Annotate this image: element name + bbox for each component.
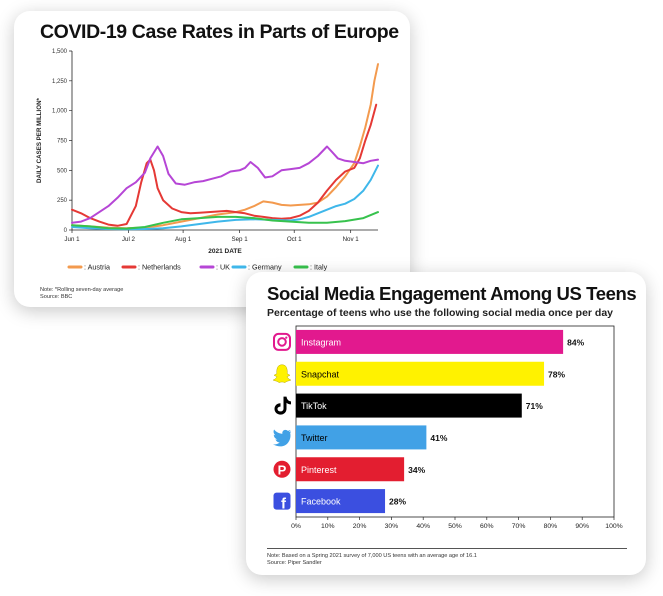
legend-label: : Italy [310, 263, 328, 272]
covid-note: Note: *Rolling seven-day average [40, 287, 124, 293]
x-tick-label: 30% [385, 523, 399, 530]
covid-x-axis-label: 2021 DATE [208, 248, 242, 255]
icon-ghost [272, 364, 292, 384]
x-tick-label: 40% [416, 523, 430, 530]
legend-label: : Netherlands [138, 263, 181, 272]
social-chart-subtitle: Percentage of teens who use the followin… [267, 307, 614, 319]
value-label: 28% [389, 497, 406, 507]
twitter-icon [273, 429, 291, 447]
x-tick-label: 80% [544, 523, 558, 530]
bar-snapchat [296, 361, 545, 386]
bar-label: Twitter [301, 433, 328, 443]
covid-x-tick-label: Jun 1 [64, 236, 80, 243]
icon-lens [277, 337, 287, 347]
covid-series-line-2 [71, 145, 379, 224]
covid-source: Source: BBC [40, 294, 73, 300]
icon-bird [273, 429, 291, 447]
icon-outline [273, 332, 291, 351]
covid-y-tick-label: 750 [57, 139, 68, 145]
value-label: 71% [526, 401, 543, 411]
covid-y-tick-label: 1,500 [52, 49, 68, 55]
value-label: 41% [430, 433, 447, 443]
icon-glyph: f [281, 496, 287, 513]
bar-label: TikTok [301, 401, 327, 411]
instagram-icon [273, 332, 291, 351]
social-bar-chart: Instagram 84% Snapchat 78% TikTok 71% Twitter 4… [272, 325, 623, 530]
value-label: 84% [567, 337, 584, 347]
social-chart-card: Social Media Engagement Among US Teens P… [246, 272, 646, 575]
covid-chart-footnote: Note: *Rolling seven-day average Source:… [40, 287, 123, 301]
value-label: 78% [548, 369, 565, 379]
covid-y-tick-label: 1,000 [52, 109, 68, 115]
x-tick-label: 20% [353, 523, 367, 530]
covid-y-tick-label: 250 [57, 198, 68, 204]
covid-y-tick-label: 500 [57, 168, 68, 174]
icon-square [273, 492, 291, 510]
icon-note [274, 396, 291, 415]
x-tick-label: 10% [321, 523, 335, 530]
social-source: Source: Piper Sandler [267, 560, 322, 566]
covid-x-tick-label: Oct 1 [287, 236, 302, 243]
tiktok-icon [274, 396, 291, 415]
social-chart-title: Social Media Engagement Among US Teens [267, 283, 637, 304]
covid-series-line-4 [71, 211, 379, 230]
x-tick-label: 0% [291, 523, 301, 530]
covid-series-line-0 [71, 63, 379, 230]
value-label: 34% [408, 465, 425, 475]
x-tick-label: 90% [575, 523, 589, 530]
facebook-icon: f [273, 492, 291, 513]
covid-chart-card: COVID-19 Case Rates in Parts of Europe 0… [14, 11, 410, 307]
x-tick-label: 70% [512, 523, 526, 530]
covid-y-tick-label: 0 [64, 228, 68, 234]
covid-chart-title: COVID-19 Case Rates in Parts of Europe [40, 21, 399, 43]
bar-label: Facebook [301, 497, 341, 507]
x-tick-label: 60% [480, 523, 494, 530]
plot-frame [295, 325, 615, 518]
covid-line-chart: 0 250 500 750 1,000 1,250 1,500 Jun 1 Jul 2 Aug 1… [36, 49, 379, 272]
bar-pinterest [296, 457, 405, 482]
bar-label: Snapchat [301, 369, 340, 379]
covid-y-tick-label: 1,250 [52, 79, 68, 85]
legend-label: : Germany [248, 263, 282, 272]
covid-x-tick-label: Jul 2 [122, 236, 136, 243]
covid-x-tick-label: Sep 1 [231, 236, 248, 243]
snapchat-icon [272, 364, 292, 384]
covid-x-tick-label: Aug 1 [175, 236, 192, 243]
bar-label: Pinterest [301, 465, 337, 475]
icon-disc [273, 460, 291, 478]
bar-twitter [296, 425, 427, 450]
icon-glyph: P [278, 462, 287, 477]
legend-label: : UK [216, 263, 230, 272]
social-chart-footnote: Note: Based on a Spring 2021 survey of 7… [267, 553, 477, 567]
covid-series-line-1 [71, 103, 378, 227]
bar-instagram [296, 329, 564, 354]
covid-y-axis-label: DAILY CASES PER MILLION* [36, 97, 43, 183]
bar-label: Instagram [301, 337, 341, 347]
social-note: Note: Based on a Spring 2021 survey of 7… [267, 553, 477, 559]
x-tick-label: 50% [448, 523, 462, 530]
footnote-divider [267, 548, 627, 549]
bar-tiktok [296, 393, 522, 418]
covid-x-tick-label: Nov 1 [343, 236, 360, 243]
pinterest-icon: P [273, 460, 291, 478]
icon-dot [285, 336, 288, 339]
x-tick-label: 100% [605, 523, 622, 530]
bar-facebook [296, 489, 386, 514]
legend-label: : Austria [84, 263, 110, 272]
